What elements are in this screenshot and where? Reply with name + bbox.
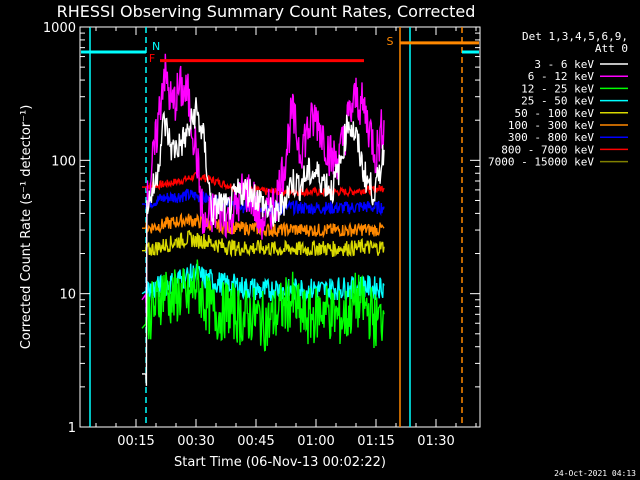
series-line-6-12-kev-kev: [141, 53, 385, 317]
x-tick-label: 00:45: [237, 434, 274, 449]
x-tick-label: 01:30: [417, 434, 454, 449]
flag-label-flare: F: [149, 52, 155, 65]
series-line-800-7000-kev-kev: [142, 171, 385, 198]
series-line-3-6-kev-kev: [142, 97, 385, 386]
y-tick-label: 1000: [43, 21, 76, 36]
legend-label: 100 - 300 keV: [508, 119, 594, 132]
legend-label: 3 - 6 keV: [534, 58, 594, 71]
y-tick-label: 100: [51, 154, 76, 169]
flag-label-night: N: [152, 40, 160, 53]
x-axis-label: Start Time (06-Nov-13 00:02:22): [174, 455, 386, 470]
legend-header-line2: Att 0: [595, 42, 628, 55]
x-tick-label: 00:30: [177, 434, 214, 449]
legend-label: 25 - 50 keV: [521, 95, 594, 108]
plot-frame: [79, 26, 481, 428]
series-line-12-25-kev-kev: [141, 259, 385, 352]
plot-area: [81, 27, 479, 427]
x-tick-label: 01:00: [297, 434, 334, 449]
legend-label: 7000 - 15000 keV: [488, 156, 594, 169]
chart-title: RHESSI Observing Summary Count Rates, Co…: [57, 2, 476, 21]
legend-label: 800 - 7000 keV: [501, 143, 594, 156]
legend-label: 6 - 12 keV: [528, 70, 595, 83]
axes: 1 10 100 1000 00:15 00:30 00:45 01:00 01:15 01:30…: [43, 21, 480, 449]
x-tick-label: 00:15: [117, 434, 154, 449]
flag-label-saa: S: [387, 35, 394, 48]
legend-label: 50 - 100 keV: [515, 107, 595, 120]
legend-header-line1: Det 1,3,4,5,6,9,: [522, 30, 628, 43]
series-line-50-100-kev-kev: [142, 229, 385, 258]
footer-timestamp: 24-Oct-2021 04:13: [554, 469, 636, 478]
legend-label: 12 - 25 keV: [521, 82, 594, 95]
y-tick-label: 10: [59, 288, 76, 303]
x-tick-label: 01:15: [357, 434, 394, 449]
y-tick-label: 1: [68, 421, 76, 436]
y-axis-label: Corrected Count Rate (s⁻¹ detector⁻¹): [19, 105, 34, 350]
legend-label: 300 - 800 keV: [508, 131, 594, 144]
